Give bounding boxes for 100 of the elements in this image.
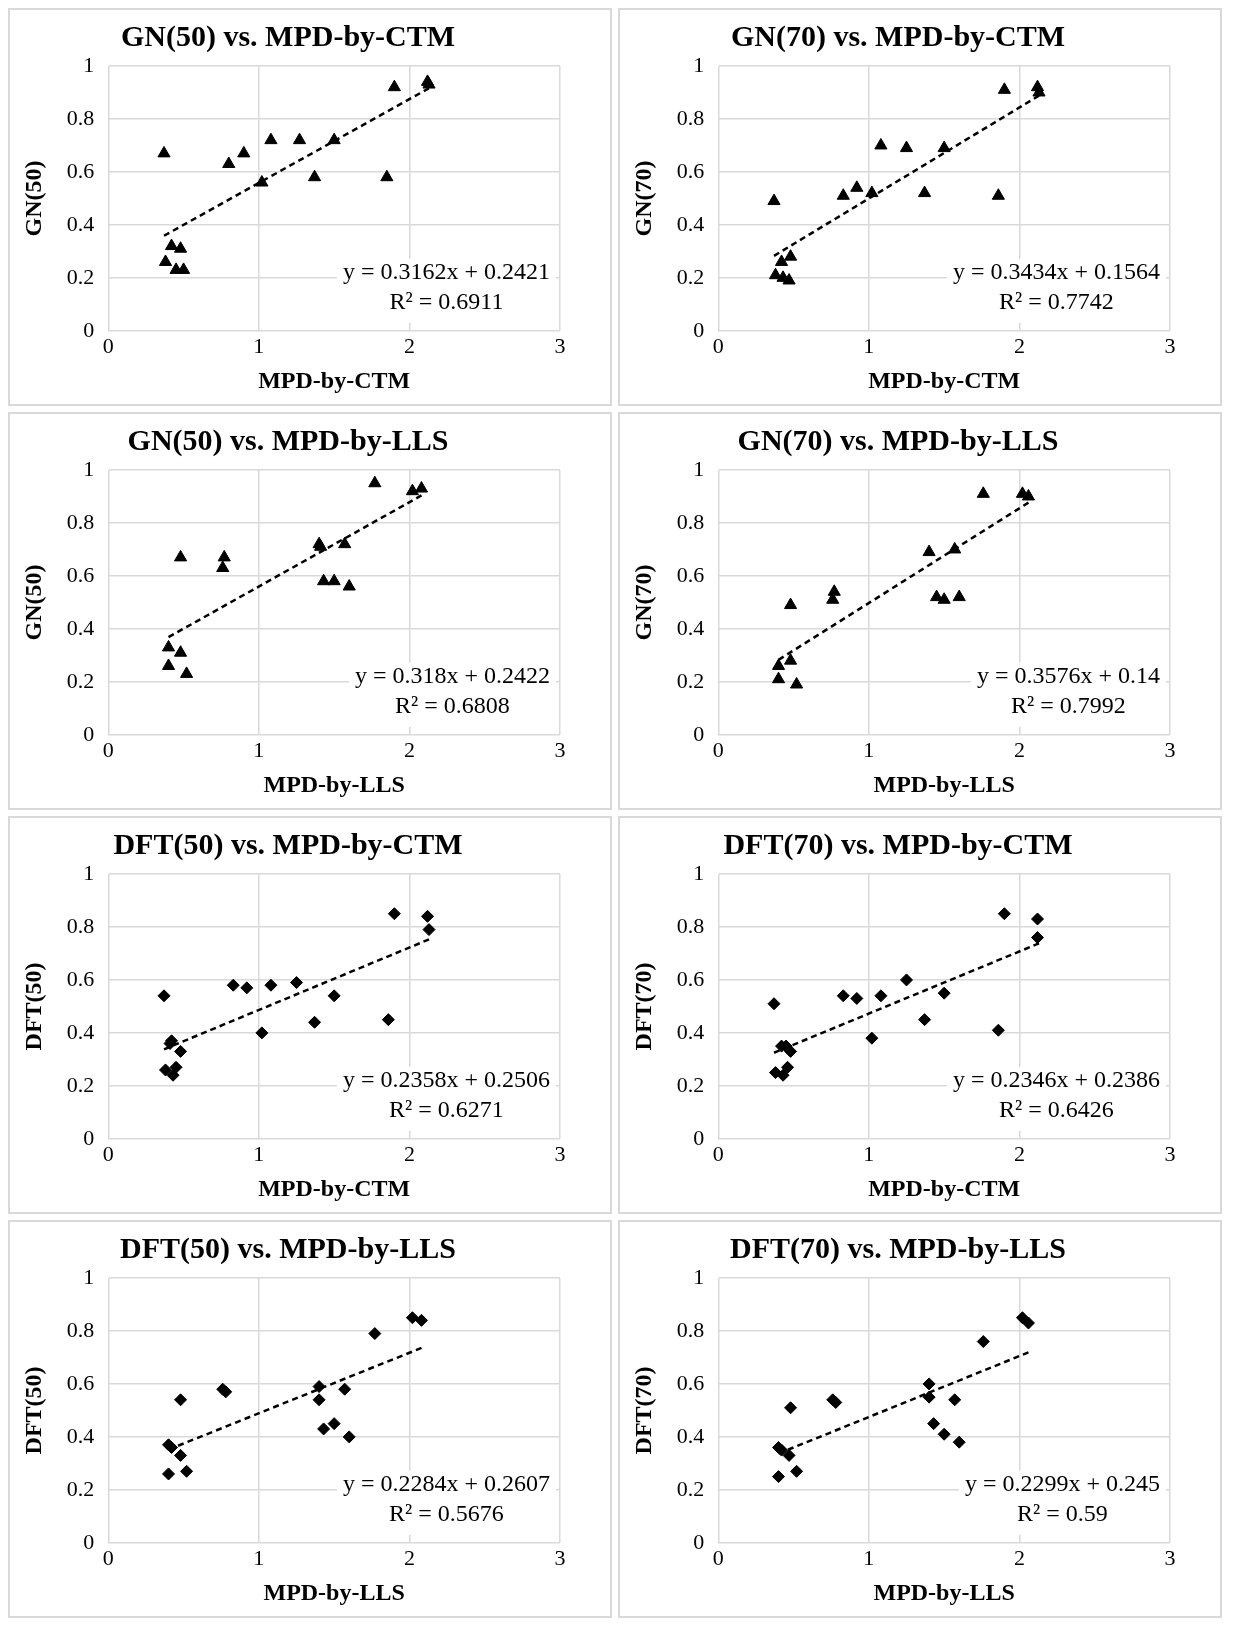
x-tick-label: 3 <box>554 1140 566 1166</box>
chart-title: DFT(50) vs. MPD-by-CTM <box>113 826 463 861</box>
annotation: R² = 0.59 <box>1017 1500 1108 1527</box>
x-tick-label: 1 <box>863 332 875 358</box>
y-tick-label: 0.4 <box>676 1018 705 1044</box>
x-tick-label: 0 <box>102 332 114 358</box>
x-tick-label: 3 <box>554 332 566 358</box>
y-tick-label: 0.8 <box>66 104 95 130</box>
annotation: y = 0.3162x + 0.2421 <box>342 258 550 285</box>
y-tick-label: 1 <box>693 1263 705 1289</box>
y-tick-label: 0.2 <box>676 1475 705 1501</box>
x-tick-label: 0 <box>712 332 724 358</box>
annotation: y = 0.2346x + 0.2386 <box>952 1066 1160 1093</box>
x-tick-label: 0 <box>712 1140 724 1166</box>
y-tick-label: 0.6 <box>66 965 95 991</box>
y-tick-label: 0.8 <box>676 104 705 130</box>
chart-title: DFT(70) vs. MPD-by-LLS <box>730 1230 1066 1265</box>
chart-title: DFT(50) vs. MPD-by-LLS <box>120 1230 456 1265</box>
y-tick-label: 1 <box>83 859 95 885</box>
y-tick-label: 0.8 <box>66 912 95 938</box>
x-tick-label: 2 <box>403 736 415 762</box>
x-axis-title: MPD-by-LLS <box>873 770 1015 797</box>
chart-title: GN(70) vs. MPD-by-CTM <box>730 18 1066 53</box>
x-tick-label: 1 <box>863 1140 875 1166</box>
annotation: R² = 0.7742 <box>999 288 1114 315</box>
x-tick-label: 2 <box>403 332 415 358</box>
y-tick-label: 0 <box>83 1124 95 1150</box>
annotation: y = 0.318x + 0.2422 <box>354 662 550 689</box>
y-tick-label: 0.2 <box>676 667 705 693</box>
y-tick-label: 0.6 <box>66 1369 95 1395</box>
y-tick-label: 0 <box>83 720 95 746</box>
x-tick-label: 1 <box>253 1544 265 1570</box>
y-tick-label: 0 <box>693 720 705 746</box>
y-tick-label: 0.2 <box>66 667 95 693</box>
x-tick-label: 2 <box>403 1140 415 1166</box>
annotation: R² = 0.6808 <box>395 692 510 719</box>
chart-title: GN(50) vs. MPD-by-LLS <box>127 422 449 457</box>
y-tick-label: 0 <box>83 1528 95 1554</box>
x-tick-label: 0 <box>102 1544 114 1570</box>
y-axis-title: DFT(70) <box>629 962 656 1051</box>
y-tick-label: 0 <box>693 316 705 342</box>
chart-title: DFT(70) vs. MPD-by-CTM <box>723 826 1073 861</box>
x-axis-title: MPD-by-LLS <box>263 770 405 797</box>
x-axis-title: MPD-by-CTM <box>258 1174 411 1201</box>
y-axis-title: DFT(50) <box>19 962 46 1051</box>
x-tick-label: 2 <box>403 1544 415 1570</box>
y-tick-label: 1 <box>693 455 705 481</box>
annotation: R² = 0.6426 <box>999 1096 1114 1123</box>
x-tick-label: 0 <box>102 736 114 762</box>
y-tick-label: 0.4 <box>676 614 705 640</box>
x-tick-label: 2 <box>1013 1140 1025 1166</box>
y-axis-title: GN(50) <box>19 564 46 641</box>
annotation: R² = 0.7992 <box>1011 692 1126 719</box>
annotation: y = 0.3434x + 0.1564 <box>952 258 1160 285</box>
x-tick-label: 1 <box>253 1140 265 1166</box>
y-tick-label: 0.4 <box>66 614 95 640</box>
y-tick-label: 1 <box>83 51 95 77</box>
annotation: y = 0.2358x + 0.2506 <box>342 1066 550 1093</box>
chart-title: GN(50) vs. MPD-by-CTM <box>120 18 456 53</box>
x-tick-label: 0 <box>712 1544 724 1570</box>
y-tick-label: 0.6 <box>676 965 705 991</box>
y-tick-label: 0.8 <box>66 508 95 534</box>
annotation: R² = 0.6271 <box>389 1096 504 1123</box>
x-axis-title: MPD-by-LLS <box>263 1578 405 1605</box>
x-tick-label: 1 <box>253 736 265 762</box>
y-tick-label: 1 <box>83 455 95 481</box>
y-tick-label: 0.2 <box>66 1475 95 1501</box>
x-tick-label: 3 <box>554 1544 566 1570</box>
y-tick-label: 0.2 <box>66 263 95 289</box>
y-tick-label: 0.6 <box>676 157 705 183</box>
y-tick-label: 0.8 <box>676 508 705 534</box>
y-tick-label: 0.4 <box>66 1422 95 1448</box>
x-tick-label: 3 <box>554 736 566 762</box>
x-tick-label: 3 <box>1164 1140 1176 1166</box>
annotation: y = 0.2299x + 0.245 <box>964 1470 1160 1497</box>
annotation: y = 0.3576x + 0.14 <box>976 662 1160 689</box>
y-tick-label: 0 <box>693 1124 705 1150</box>
y-tick-label: 1 <box>83 1263 95 1289</box>
y-axis-title: DFT(70) <box>629 1366 656 1455</box>
annotation: y = 0.2284x + 0.2607 <box>342 1470 550 1497</box>
y-tick-label: 1 <box>693 859 705 885</box>
annotation: R² = 0.5676 <box>389 1500 504 1527</box>
y-axis-title: GN(50) <box>19 160 46 237</box>
x-tick-label: 2 <box>1013 332 1025 358</box>
x-tick-label: 3 <box>1164 1544 1176 1570</box>
y-tick-label: 0.4 <box>676 210 705 236</box>
x-axis-title: MPD-by-CTM <box>868 366 1021 393</box>
y-tick-label: 0.8 <box>676 1316 705 1342</box>
y-tick-label: 0 <box>83 316 95 342</box>
y-tick-label: 0.8 <box>66 1316 95 1342</box>
y-tick-label: 0.6 <box>66 157 95 183</box>
chart-title: GN(70) vs. MPD-by-LLS <box>737 422 1059 457</box>
x-tick-label: 1 <box>863 736 875 762</box>
x-tick-label: 3 <box>1164 332 1176 358</box>
x-axis-title: MPD-by-CTM <box>868 1174 1021 1201</box>
y-tick-label: 0.8 <box>676 912 705 938</box>
y-tick-label: 0.2 <box>66 1071 95 1097</box>
x-tick-label: 0 <box>712 736 724 762</box>
y-tick-label: 0.4 <box>66 210 95 236</box>
y-tick-label: 0.4 <box>66 1018 95 1044</box>
